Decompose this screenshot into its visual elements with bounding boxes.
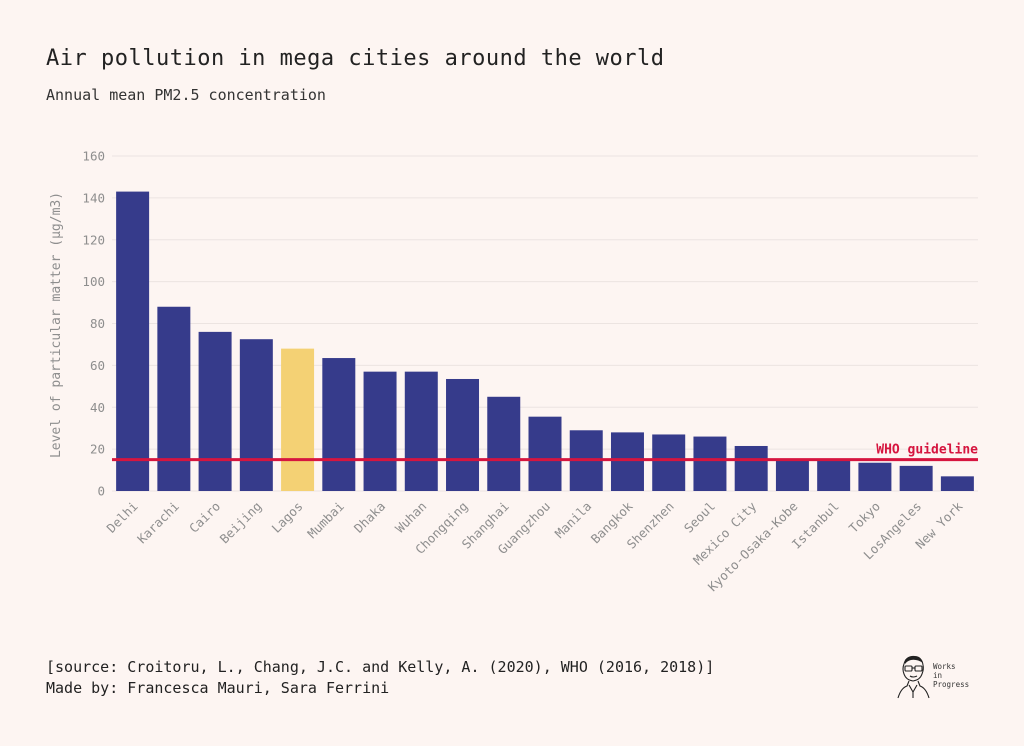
x-tick-label: Delhi: [104, 499, 141, 536]
bar-mexico-city: [734, 445, 768, 491]
x-tick-label: Lagos: [268, 499, 305, 536]
x-tick-label: Cairo: [186, 499, 223, 536]
x-tick-label: Karachi: [134, 499, 182, 547]
bar-dhaka: [363, 371, 397, 491]
x-tick-label: Beijing: [217, 499, 265, 547]
who-guideline-label: WHO guideline: [876, 443, 978, 458]
y-axis-label: Level of particular matter (µg/m3): [49, 192, 64, 458]
y-tick-label: 120: [82, 232, 105, 247]
y-tick-label: 60: [90, 358, 105, 373]
bar-mumbai: [322, 358, 356, 491]
y-tick-label: 20: [90, 442, 105, 457]
y-tick-label: 80: [90, 316, 105, 331]
bar-wuhan: [404, 371, 438, 491]
bar-cairo: [198, 331, 232, 491]
bar-beijing: [239, 339, 273, 491]
y-tick-label: 160: [82, 149, 105, 164]
x-tick-label: Wuhan: [392, 499, 429, 536]
x-tick-label: Mumbai: [304, 499, 347, 542]
bar-istanbul: [817, 459, 851, 491]
works-in-progress-logo: Works in Progress: [895, 654, 975, 700]
bar-chart: 0 20 40 60 80 100 120 140 160 Level of particula…: [49, 149, 978, 595]
y-tick-label: 100: [82, 274, 105, 289]
bar-shanghai: [487, 396, 521, 491]
chart-subtitle: Annual mean PM2.5 concentration: [46, 86, 326, 104]
who-guideline: WHO guideline: [112, 443, 978, 462]
logo-text: Works in Progress: [933, 662, 969, 689]
chart-title: Air pollution in mega cities around the …: [46, 46, 665, 71]
bar-guangzhou: [528, 416, 562, 491]
bar-shenzhen: [652, 434, 686, 491]
y-axis-ticks: 0 20 40 60 80 100 120 140 160: [82, 149, 105, 499]
bar-seoul: [693, 436, 727, 491]
bar-delhi: [116, 191, 150, 491]
bar-karachi: [157, 306, 191, 491]
logo-line-1: Works: [933, 662, 956, 671]
x-tick-label: Tokyo: [846, 499, 883, 536]
bar-lagos: [281, 348, 315, 491]
footer: [source: Croitoru, L., Chang, J.C. and K…: [46, 657, 714, 699]
portrait-sketch-icon: [897, 655, 930, 699]
x-tick-label: Seoul: [681, 499, 718, 536]
source-citation: [source: Croitoru, L., Chang, J.C. and K…: [46, 658, 715, 676]
bar-new-york: [940, 476, 974, 491]
bars: [116, 191, 974, 491]
y-tick-label: 140: [82, 190, 105, 205]
bar-chongqing: [446, 378, 480, 491]
bar-kyoto-osaka-kobe: [775, 459, 809, 491]
logo-line-3: Progress: [933, 680, 970, 689]
y-tick-label: 0: [97, 484, 105, 499]
y-tick-label: 40: [90, 400, 105, 415]
x-tick-label: Dhaka: [351, 499, 388, 536]
bar-losangeles: [899, 465, 933, 491]
logo-line-2: in: [933, 671, 943, 680]
bar-tokyo: [858, 462, 892, 491]
bar-bangkok: [610, 432, 644, 491]
credits: Made by: Francesca Mauri, Sara Ferrini: [46, 679, 390, 697]
